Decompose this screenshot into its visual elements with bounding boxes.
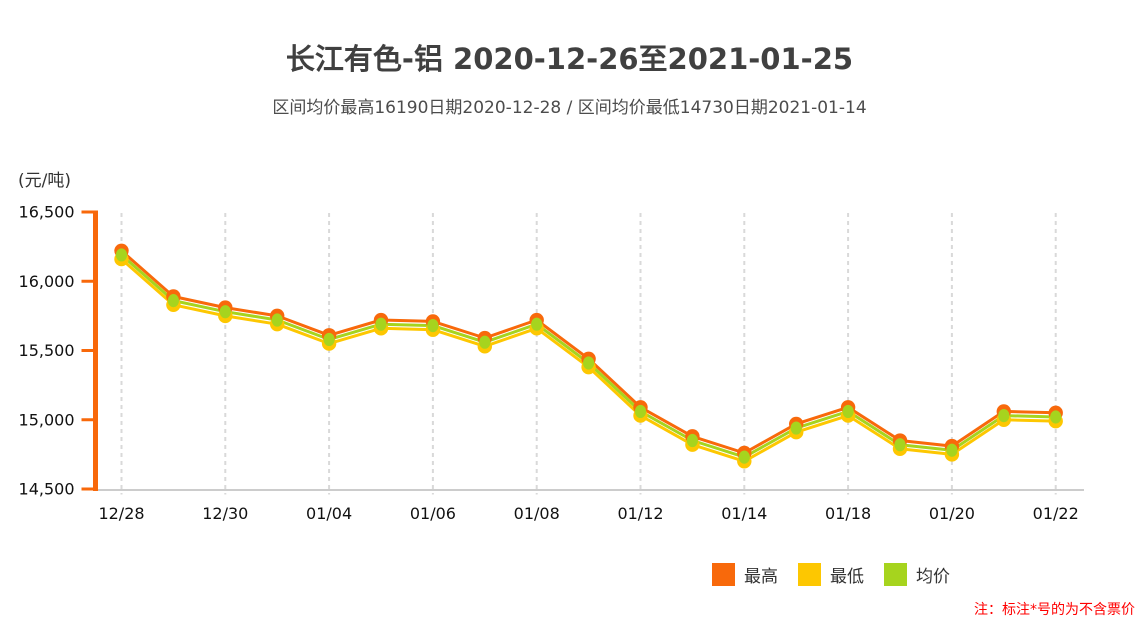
svg-text:01/08: 01/08 — [514, 504, 560, 523]
svg-text:12/30: 12/30 — [202, 504, 248, 523]
svg-text:01/14: 01/14 — [721, 504, 767, 523]
legend-item-average: 均价 — [884, 562, 950, 587]
legend-item-lowest: 最低 — [798, 562, 864, 587]
svg-text:14,500: 14,500 — [19, 480, 75, 499]
legend-item-highest: 最高 — [712, 562, 778, 587]
legend: 最高 最低 均价 — [712, 562, 950, 587]
y-axis-unit-label: (元/吨) — [18, 171, 71, 191]
svg-text:01/22: 01/22 — [1033, 504, 1079, 523]
legend-label-lowest: 最低 — [830, 567, 864, 587]
svg-text:01/12: 01/12 — [617, 504, 663, 523]
svg-text:16,000: 16,000 — [19, 272, 75, 291]
svg-text:12/28: 12/28 — [98, 504, 144, 523]
svg-text:01/18: 01/18 — [825, 504, 871, 523]
chart-title: 长江有色-铝 2020-12-26至2021-01-25 — [285, 42, 854, 76]
legend-label-average: 均价 — [916, 567, 950, 587]
svg-text:15,000: 15,000 — [19, 410, 75, 429]
svg-text:01/04: 01/04 — [306, 504, 352, 523]
footnote: 注：标注*号的为不含票价 — [974, 602, 1135, 618]
svg-text:16,500: 16,500 — [19, 203, 75, 222]
svg-text:01/20: 01/20 — [929, 504, 975, 523]
svg-text:01/06: 01/06 — [410, 504, 456, 523]
svg-text:15,500: 15,500 — [19, 341, 75, 360]
legend-swatch-average — [884, 563, 907, 586]
legend-swatch-lowest — [798, 563, 821, 586]
legend-swatch-highest — [712, 563, 735, 586]
legend-label-highest: 最高 — [744, 567, 778, 587]
chart-subtitle: 区间均价最高16190日期2020-12-28 / 区间均价最低14730日期2… — [272, 98, 867, 118]
